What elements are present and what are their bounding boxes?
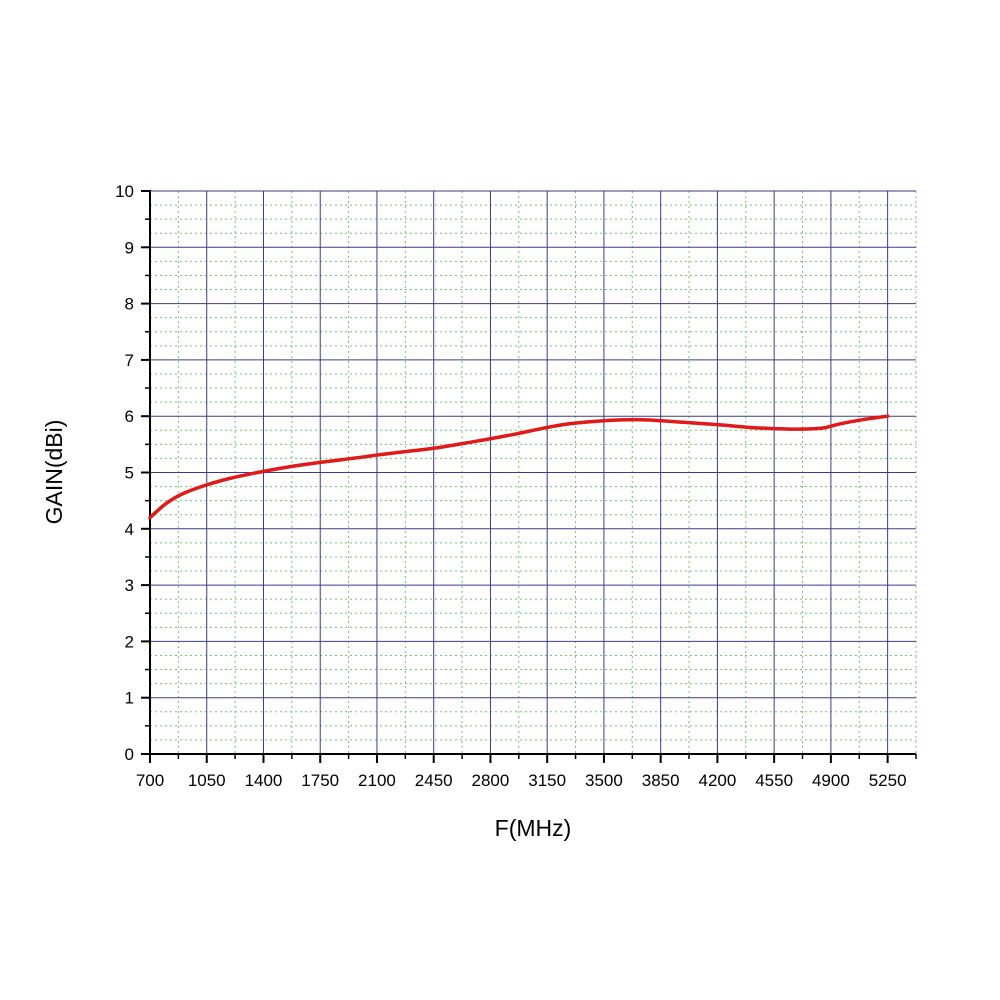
x-tick-label: 4900 bbox=[812, 771, 850, 790]
axes bbox=[141, 190, 917, 763]
y-tick-label: 8 bbox=[125, 295, 134, 314]
y-tick-labels: 0 1 2 3 4 5 6 7 8 9 10 bbox=[115, 182, 134, 764]
x-tick-label: 3150 bbox=[528, 771, 566, 790]
x-tick-label: 700 bbox=[136, 771, 164, 790]
x-tick-label: 4200 bbox=[698, 771, 736, 790]
series-layer bbox=[148, 414, 890, 520]
y-tick-label: 6 bbox=[125, 407, 134, 426]
major-grid bbox=[150, 190, 916, 754]
y-tick-label: 0 bbox=[125, 745, 134, 764]
y-tick-label: 9 bbox=[125, 238, 134, 257]
gain-series-line bbox=[148, 414, 890, 520]
x-tick-label: 3850 bbox=[642, 771, 680, 790]
x-tick-label: 2450 bbox=[415, 771, 453, 790]
y-tick-label: 3 bbox=[125, 576, 134, 595]
y-tick-label: 5 bbox=[125, 464, 134, 483]
y-axis-title: GAIN(dBi) bbox=[41, 420, 67, 525]
y-tick-label: 1 bbox=[125, 689, 134, 708]
x-tick-labels: 700 1050 1400 1750 2100 2450 2800 3150 3500 3850 4… bbox=[136, 771, 907, 790]
x-tick-label: 2800 bbox=[472, 771, 510, 790]
x-tick-label: 2100 bbox=[358, 771, 396, 790]
y-tick-label: 4 bbox=[125, 520, 134, 539]
x-tick-label: 3500 bbox=[585, 771, 623, 790]
y-tick-label: 7 bbox=[125, 351, 134, 370]
y-tick-label: 2 bbox=[125, 632, 134, 651]
x-tick-label: 1750 bbox=[301, 771, 339, 790]
x-tick-label: 4550 bbox=[755, 771, 793, 790]
x-tick-label: 1050 bbox=[188, 771, 226, 790]
x-tick-label: 5250 bbox=[869, 771, 907, 790]
x-axis-title: F(MHz) bbox=[495, 815, 572, 841]
y-tick-label: 10 bbox=[115, 182, 134, 201]
x-tick-label: 1400 bbox=[245, 771, 283, 790]
